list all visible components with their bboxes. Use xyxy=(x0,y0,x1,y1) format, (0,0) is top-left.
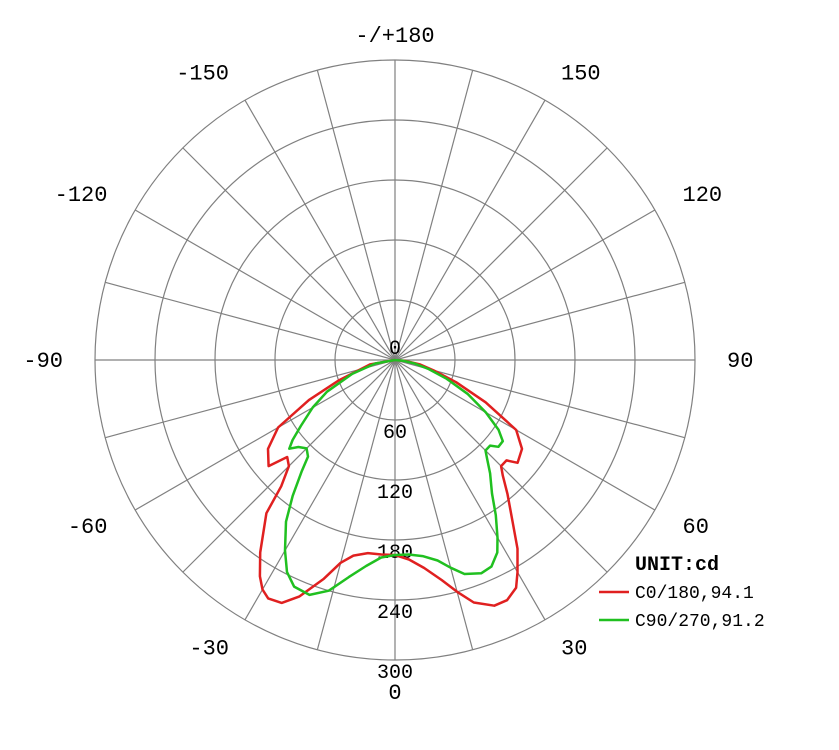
angle-label: 90 xyxy=(727,349,753,374)
angle-label: -150 xyxy=(176,61,229,86)
grid-spoke xyxy=(105,360,395,438)
grid-spoke xyxy=(395,70,473,360)
grid-spoke xyxy=(395,100,545,360)
angle-label: -90 xyxy=(23,349,63,374)
angle-label: 150 xyxy=(561,61,601,86)
angle-label-top: -/+180 xyxy=(355,24,434,49)
angle-label: -60 xyxy=(68,515,108,540)
radial-label: 60 xyxy=(383,422,407,445)
grid-spoke xyxy=(183,148,395,360)
grid-spoke xyxy=(395,148,607,360)
angle-label: -30 xyxy=(189,637,229,662)
radial-label: 300 xyxy=(377,662,413,685)
radial-label: 0 xyxy=(389,338,401,361)
angle-label: 120 xyxy=(683,183,723,208)
polar-chart-svg: 0306090120150-150-120-90-60-30-/+1800601… xyxy=(0,0,839,750)
legend-item-label: C0/180,94.1 xyxy=(635,584,754,604)
radial-label: 120 xyxy=(377,482,413,505)
grid-spoke xyxy=(245,100,395,360)
polar-chart-container: 0306090120150-150-120-90-60-30-/+1800601… xyxy=(0,0,839,750)
grid-spoke xyxy=(395,282,685,360)
angle-label: 30 xyxy=(561,637,587,662)
angle-label: -120 xyxy=(55,183,108,208)
legend-unit: UNIT:cd xyxy=(635,554,719,577)
legend: UNIT:cd C0/180,94.1 C90/270,91.2 xyxy=(599,554,765,632)
radial-label: 240 xyxy=(377,602,413,625)
grid-spoke xyxy=(135,210,395,360)
grid-spoke xyxy=(317,70,395,360)
legend-item-label: C90/270,91.2 xyxy=(635,612,765,632)
grid-spoke xyxy=(395,360,655,510)
grid-spoke xyxy=(135,360,395,510)
angle-label: 60 xyxy=(683,515,709,540)
grid-spoke xyxy=(395,360,545,620)
grid-spoke xyxy=(395,210,655,360)
grid-spoke xyxy=(105,282,395,360)
